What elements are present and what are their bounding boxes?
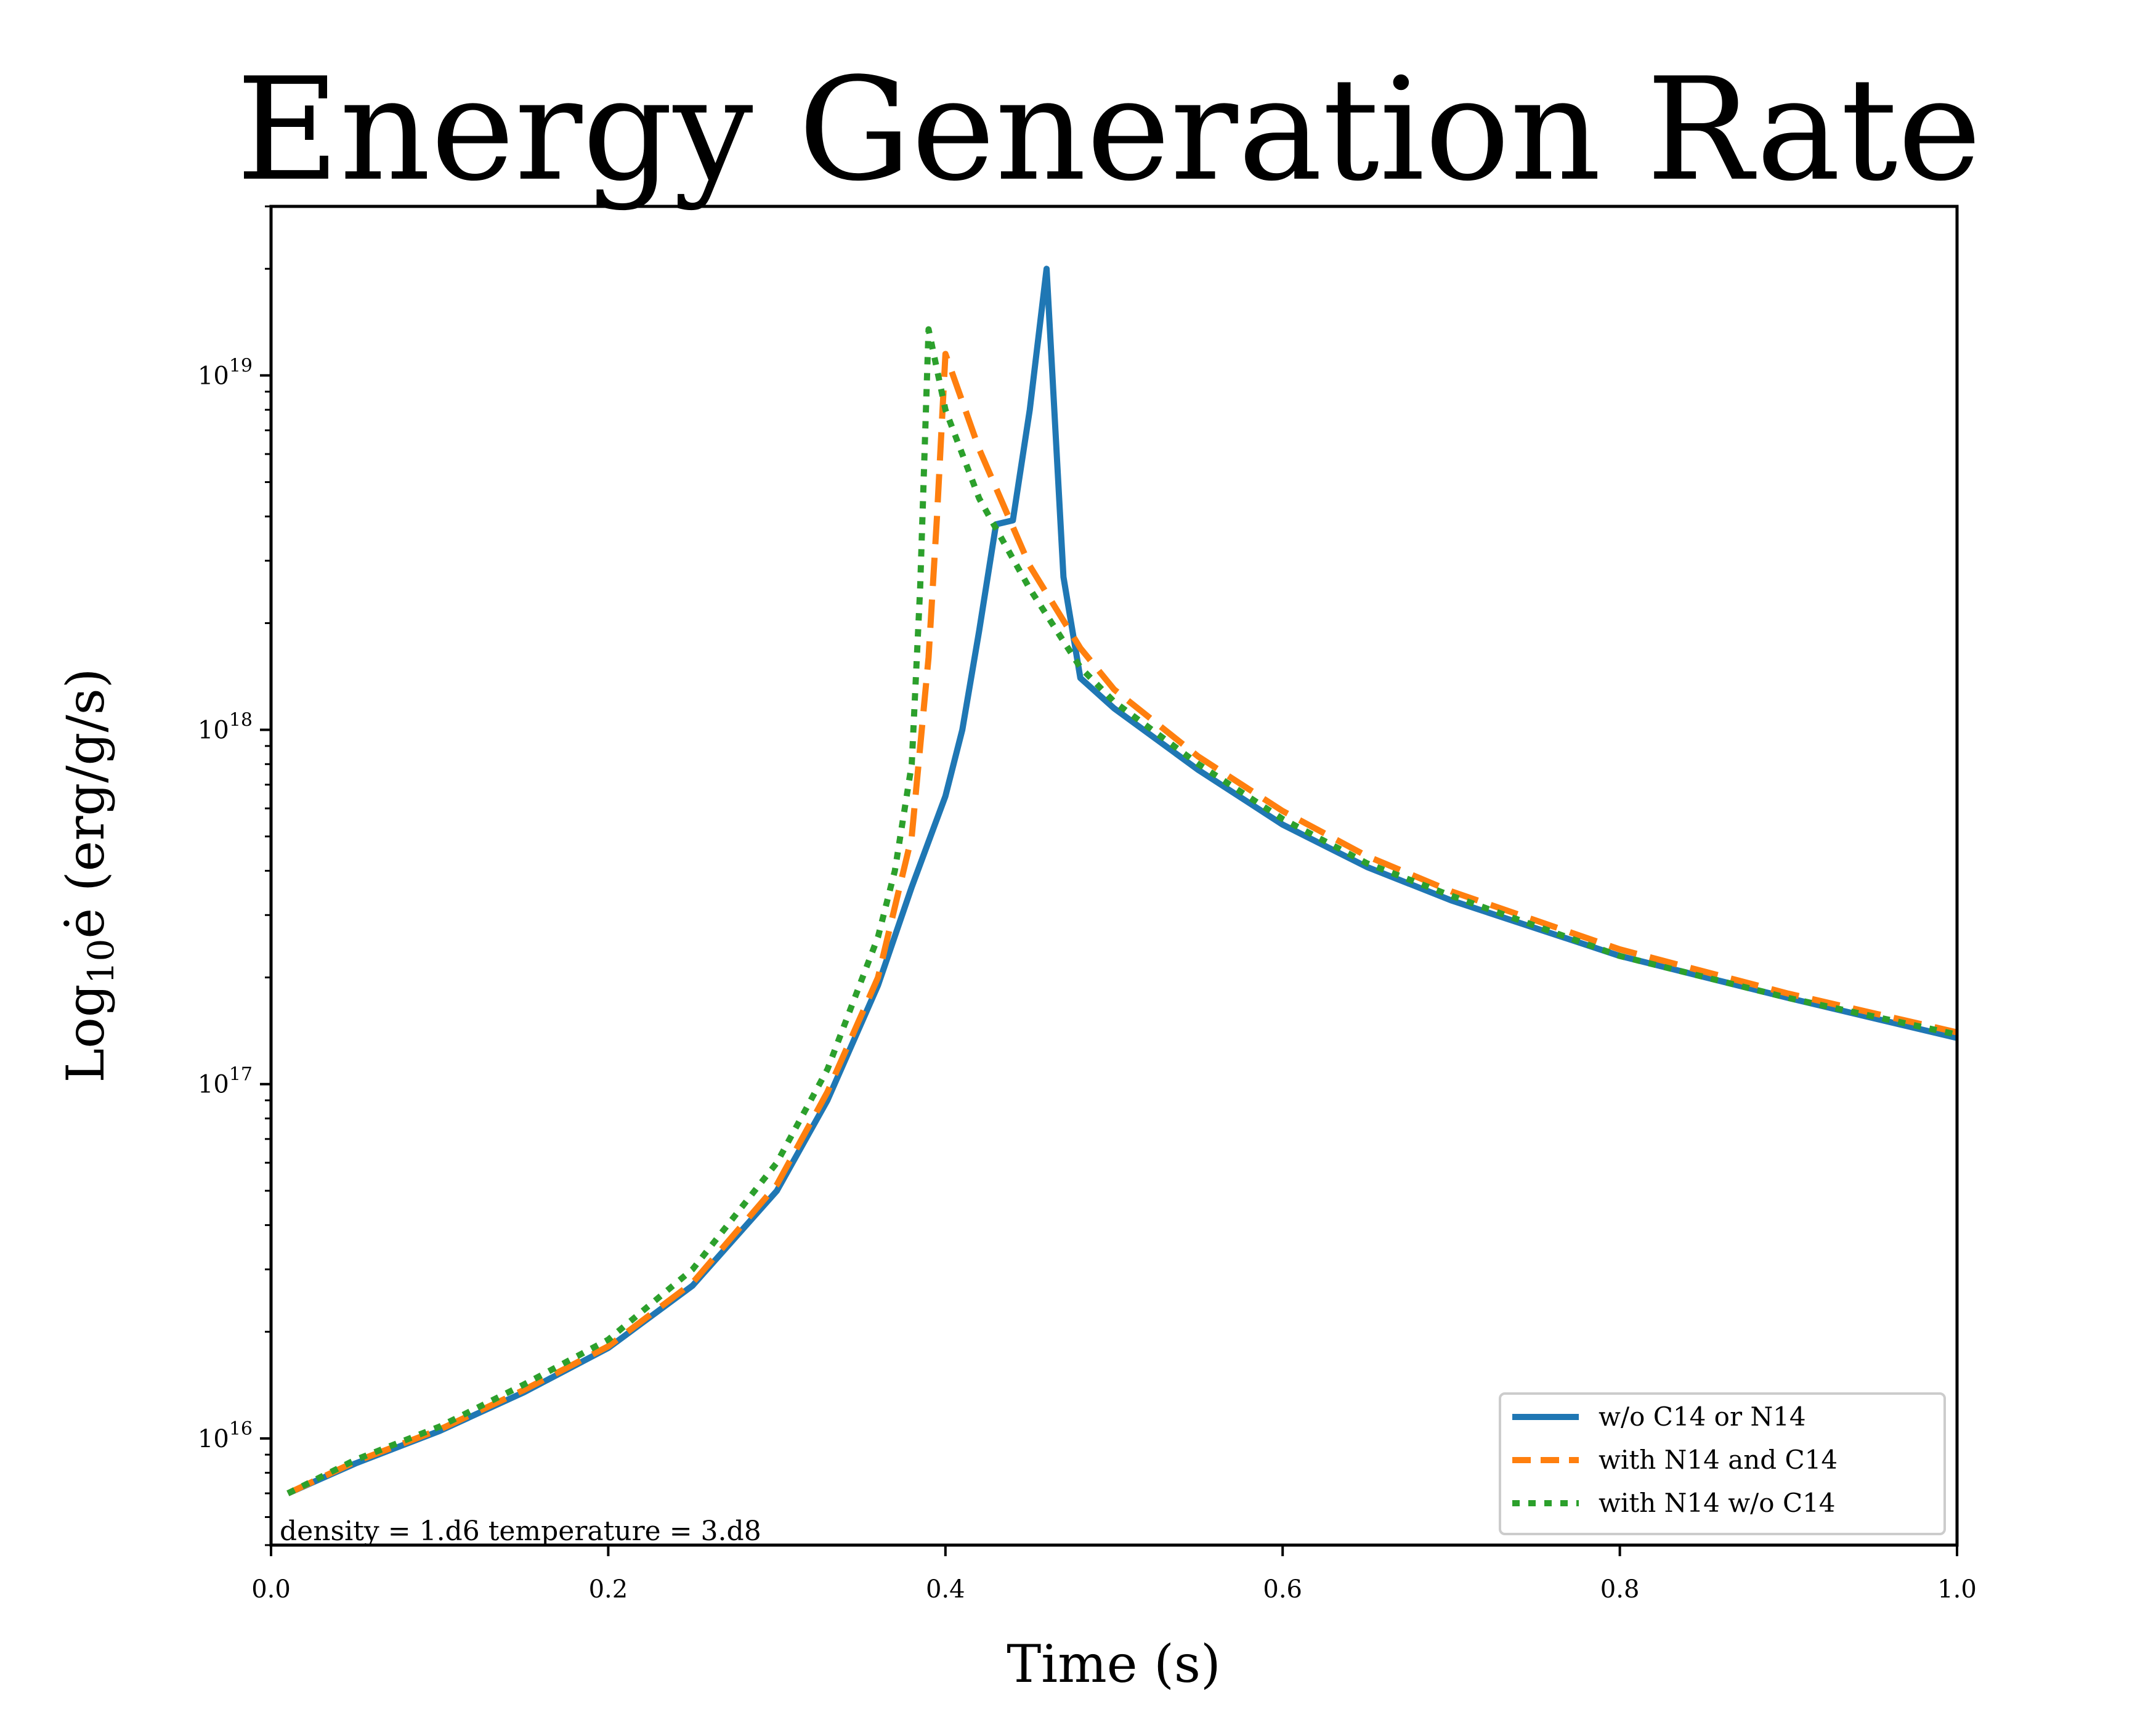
y-axis-label-rest: ė (erg/g/s) [55,668,116,938]
y-tick-label: 1019 [198,355,253,390]
annotation-conditions: density = 1.d6 temperature = 3.d8 [280,1516,761,1547]
legend-box [1499,1392,1946,1535]
x-tick-label: 1.0 [1937,1575,1977,1604]
x-tick-label: 0.2 [589,1575,628,1604]
y-tick-label: 1018 [198,710,253,745]
legend-label-1: w/o C14 or N14 [1599,1402,1806,1432]
y-axis-label-main: Log [55,984,116,1082]
legend-label-2: with N14 and C14 [1599,1445,1838,1475]
y-axis: 1016 1017 1018 1019 [198,205,271,1546]
x-axis: 0.0 0.2 0.4 0.6 0.8 1.0 [251,1545,1977,1604]
plot-frame [269,205,1959,1547]
y-tick-label: 1017 [198,1064,253,1099]
y-tick-label: 1016 [198,1418,253,1453]
series-line-3 [286,326,1957,1496]
x-tick-label: 0.6 [1263,1575,1302,1604]
series-layer [286,266,1957,1496]
legend-label-3: with N14 w/o C14 [1599,1488,1836,1518]
y-axis-label: Log10ė (erg/g/s) [55,668,122,1082]
x-tick-label: 0.0 [251,1575,291,1604]
legend: w/o C14 or N14 with N14 and C14 with N14 w… [1499,1392,1946,1535]
x-tick-label: 0.4 [926,1575,965,1604]
series-line-2 [286,351,1957,1496]
y-axis-label-sub: 10 [80,939,122,984]
x-tick-label: 0.8 [1600,1575,1640,1604]
chart-title: Energy Generation Rate [236,48,1981,213]
x-axis-label: Time (s) [1007,1634,1221,1694]
